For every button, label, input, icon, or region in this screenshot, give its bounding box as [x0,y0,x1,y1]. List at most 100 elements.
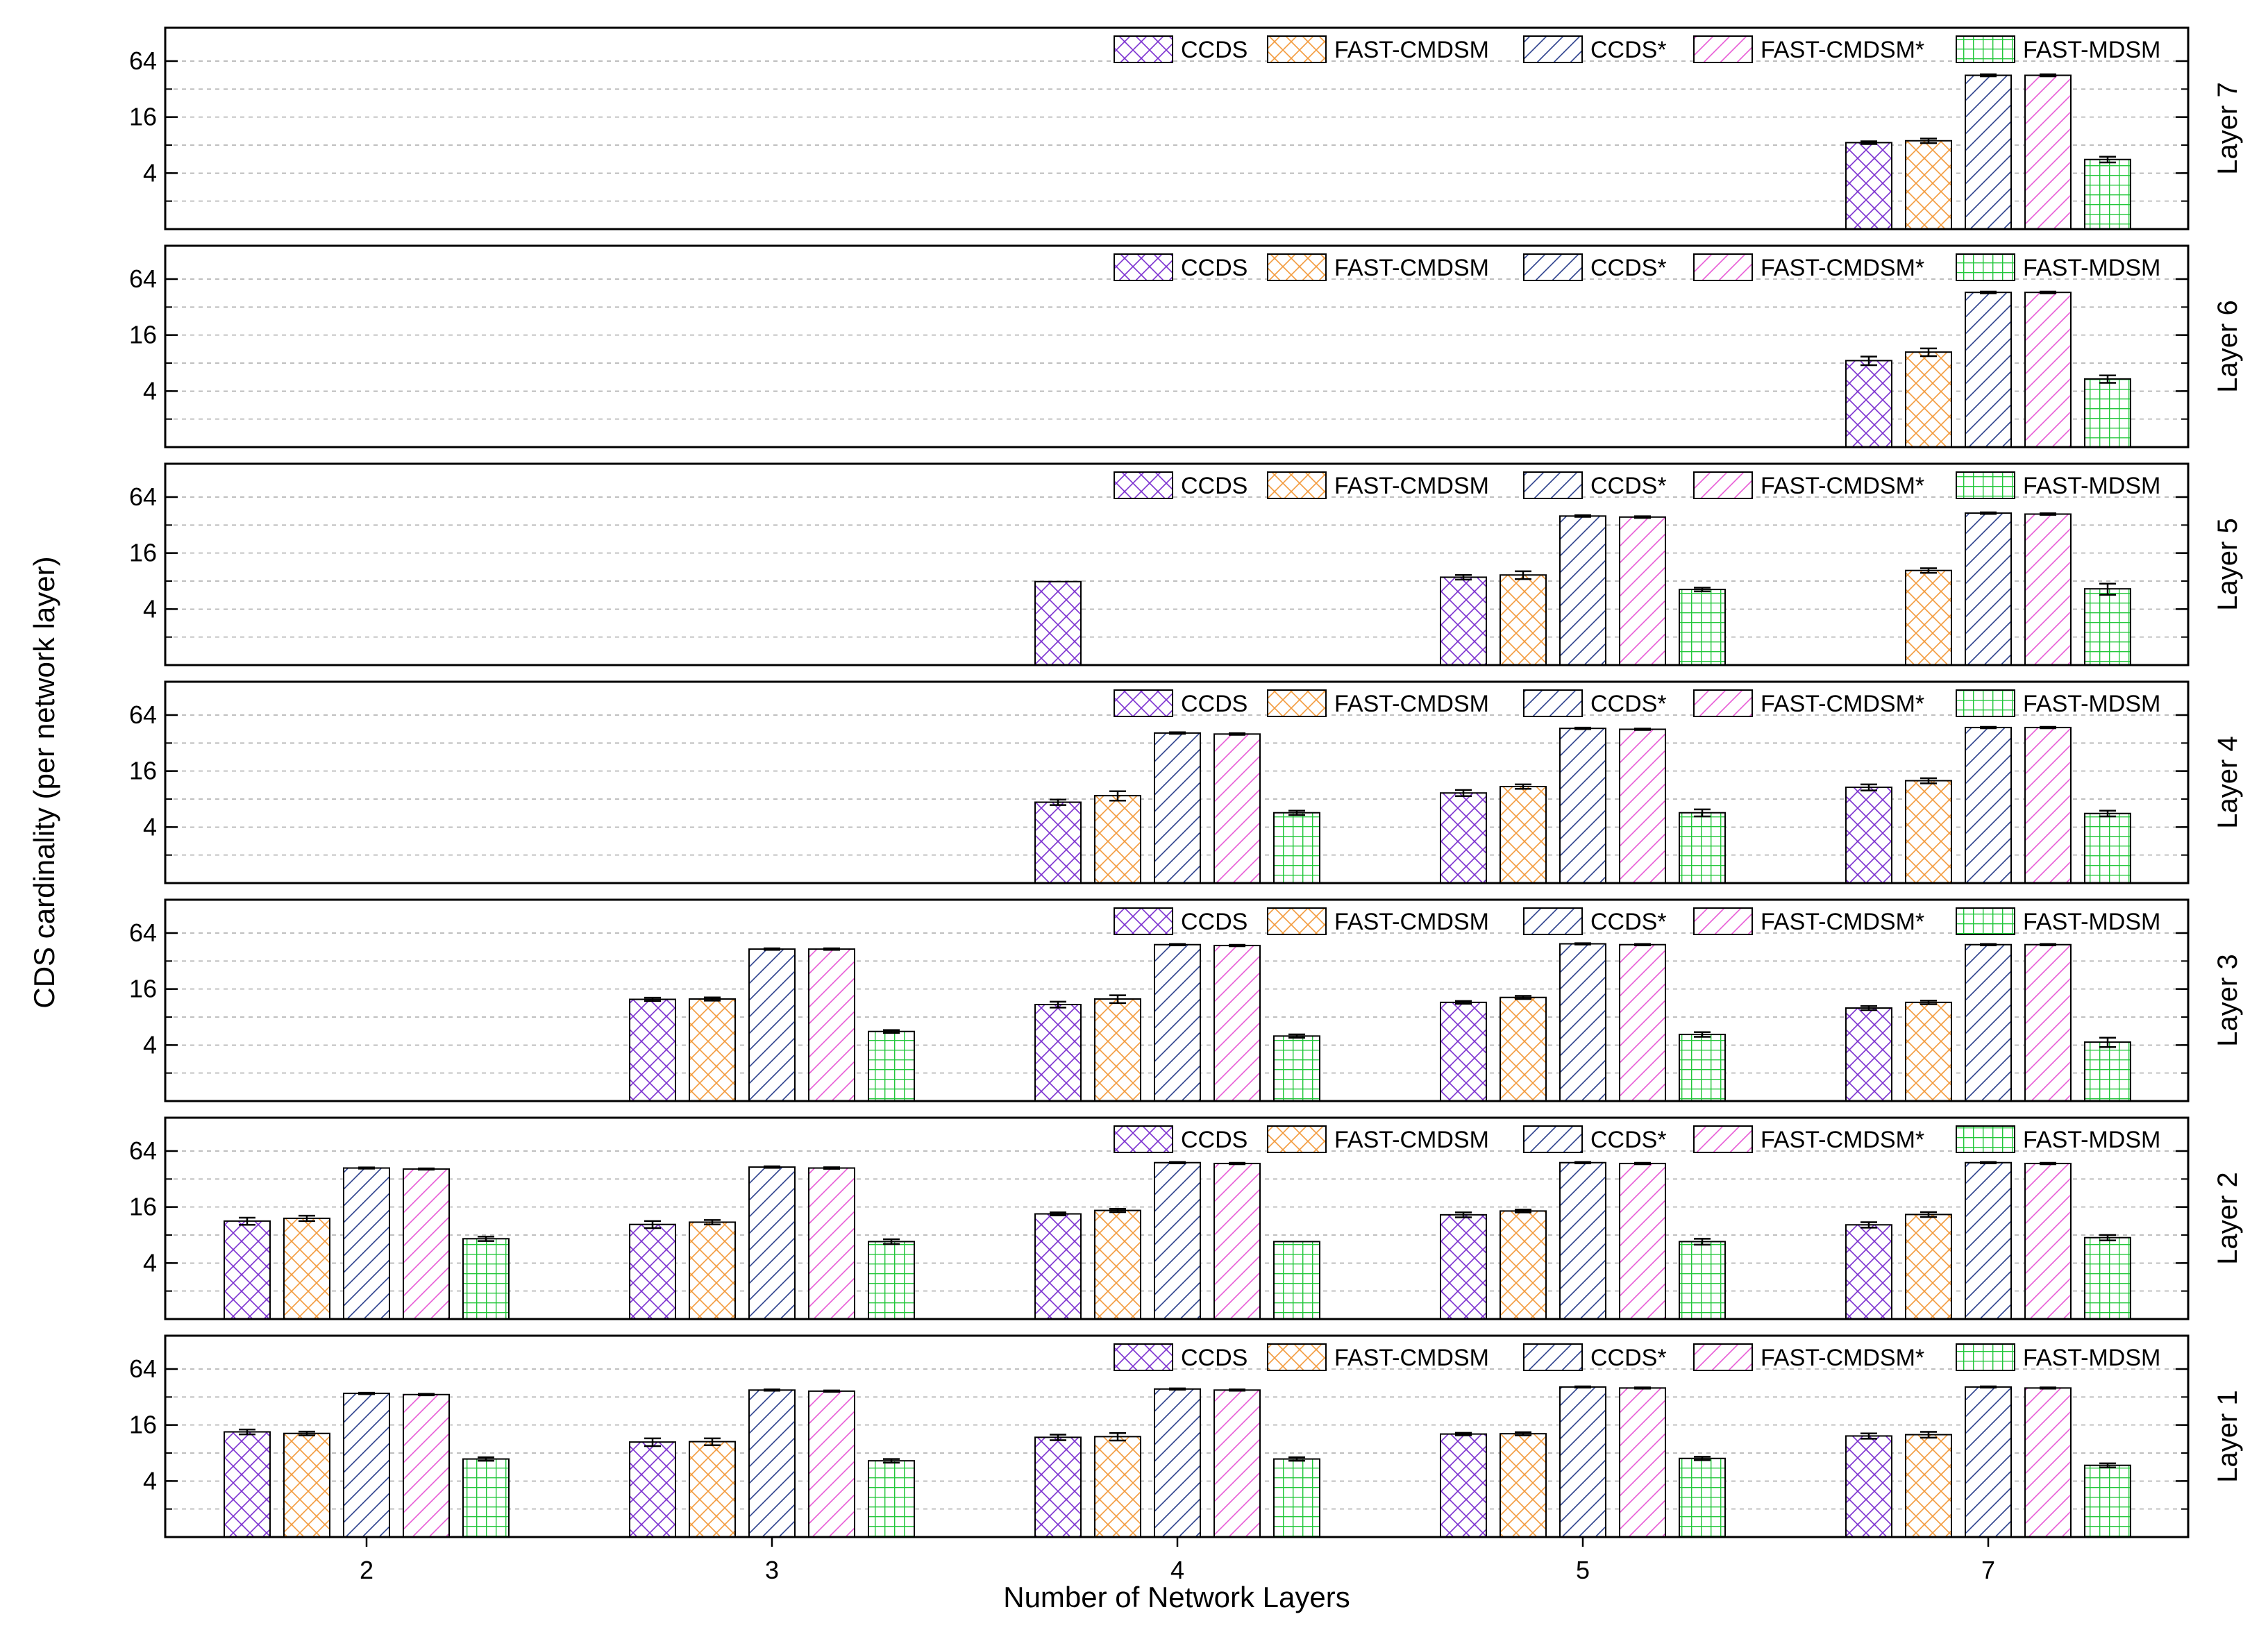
bar-ccds [1845,142,1892,230]
y-tick-label: 16 [129,103,157,131]
legend-label: CCDS [1181,1345,1248,1371]
legend-swatch [1693,907,1753,935]
legend-swatch [1114,907,1173,935]
bar-ccds- [343,1393,390,1538]
bar-fast-mdsm [1273,1458,1320,1538]
legend-label: CCDS* [1590,691,1667,717]
bar-ccds- [1154,1161,1201,1320]
legend-label: FAST-CMDSM [1334,691,1489,717]
bar-ccds [1034,1436,1082,1538]
y-tick-label: 4 [143,594,157,623]
bar-fast-cmdsm- [1213,733,1261,884]
y-tick-label: 16 [129,1411,157,1439]
layer-label: Layer 4 [2212,736,2243,828]
y-tick-label: 16 [129,321,157,349]
panel-7: 4 16 64 CCDS FAST-CMDSM CCDS* FAST-CMDSM* FAST-… [129,1334,2243,1538]
legend-label: FAST-MDSM [2023,255,2160,281]
panel-5: 4 16 64 CCDS FAST-CMDSM CCDS* FAST-CMDSM* FAST-… [129,898,2243,1102]
legend-swatch [1693,689,1753,717]
legend-label: FAST-CMDSM [1334,37,1489,63]
y-tick-label: 16 [129,757,157,785]
bar-ccds- [1559,728,1606,884]
bar-ccds [224,1431,271,1538]
bar-ccds- [1965,74,2012,230]
legend-swatch [1693,1343,1753,1371]
bar-fast-cmdsm [689,1441,736,1538]
bar-fast-cmdsm [1905,569,1952,666]
bar-ccds- [1965,1161,2012,1320]
bar-fast-mdsm [1273,812,1320,884]
bar-ccds- [748,1389,796,1538]
bar-fast-mdsm [1679,589,1726,666]
legend-swatch [1956,907,2015,935]
bar-ccds- [1154,943,1201,1102]
legend-swatch [1956,689,2015,717]
legend-label: CCDS* [1590,1345,1667,1371]
bar-fast-cmdsm- [808,948,855,1102]
legend-swatch [1267,253,1327,281]
bar-fast-mdsm [1679,812,1726,884]
bar-fast-cmdsm [1905,351,1952,448]
panel-frame [164,680,2190,884]
legend-label: FAST-CMDSM* [1761,1345,1924,1371]
bar-fast-cmdsm [689,1221,736,1320]
bar-fast-mdsm [868,1030,915,1102]
legend-swatch [1114,689,1173,717]
bar-fast-mdsm [2084,588,2131,666]
panel-frame [164,244,2190,448]
bar-ccds- [1559,943,1606,1102]
bar-ccds- [748,948,796,1102]
panel-3: 4 16 64 CCDS FAST-CMDSM CCDS* FAST-CMDSM* FAST-… [129,462,2243,666]
bar-fast-cmdsm- [1619,728,1666,884]
panel-frame [164,1116,2190,1320]
bar-ccds- [1965,292,2012,448]
legend-swatch [1693,471,1753,499]
panel-2: 4 16 64 CCDS FAST-CMDSM CCDS* FAST-CMDSM* FAST-… [129,244,2243,448]
legend-label: CCDS [1181,1127,1248,1153]
bar-fast-cmdsm- [403,1168,450,1320]
bar-fast-cmdsm [1905,140,1952,230]
y-tick-label: 4 [143,1466,157,1495]
legend-swatch [1956,1343,2015,1371]
bar-fast-cmdsm- [2024,1162,2072,1320]
bar-fast-cmdsm [283,1432,330,1538]
y-tick-label: 4 [143,812,157,841]
legend-swatch [1956,253,2015,281]
bar-fast-cmdsm [1905,1434,1952,1538]
legend-label: CCDS [1181,909,1248,935]
bar-fast-cmdsm [1500,1433,1547,1538]
legend-label: CCDS [1181,473,1248,499]
legend-swatch [1523,907,1583,935]
legend-label: CCDS [1181,691,1248,717]
y-tick-label: 64 [129,482,157,511]
legend-label: FAST-CMDSM [1334,1345,1489,1371]
bar-ccds [1845,360,1892,448]
bar-fast-mdsm [1679,1241,1726,1320]
bar-fast-cmdsm [1905,780,1952,884]
y-tick-label: 16 [129,539,157,567]
legend-swatch [1267,471,1327,499]
bar-fast-mdsm [2084,378,2131,448]
legend-swatch [1693,35,1753,63]
legend-label: FAST-MDSM [2023,37,2160,63]
bar-fast-cmdsm [689,998,736,1102]
bar-fast-mdsm [868,1460,915,1538]
bar-fast-cmdsm- [1213,1162,1261,1320]
bar-ccds- [748,1166,796,1320]
bar-fast-cmdsm- [2024,292,2072,448]
bar-fast-mdsm [2084,158,2131,230]
bar-fast-cmdsm- [1619,516,1666,666]
layer-label: Layer 3 [2212,954,2243,1046]
legend-label: FAST-CMDSM* [1761,473,1924,499]
bar-fast-mdsm [868,1241,915,1320]
layer-label: Layer 5 [2212,518,2243,610]
bar-fast-mdsm [1679,1034,1726,1102]
bar-ccds [629,1441,676,1538]
bar-fast-cmdsm- [1619,1162,1666,1320]
legend-swatch [1956,35,2015,63]
bar-ccds- [343,1167,390,1320]
layer-label: Layer 6 [2212,300,2243,392]
legend-label: FAST-CMDSM* [1761,1127,1924,1153]
bar-ccds [1440,1001,1487,1102]
layer-label: Layer 1 [2212,1390,2243,1482]
